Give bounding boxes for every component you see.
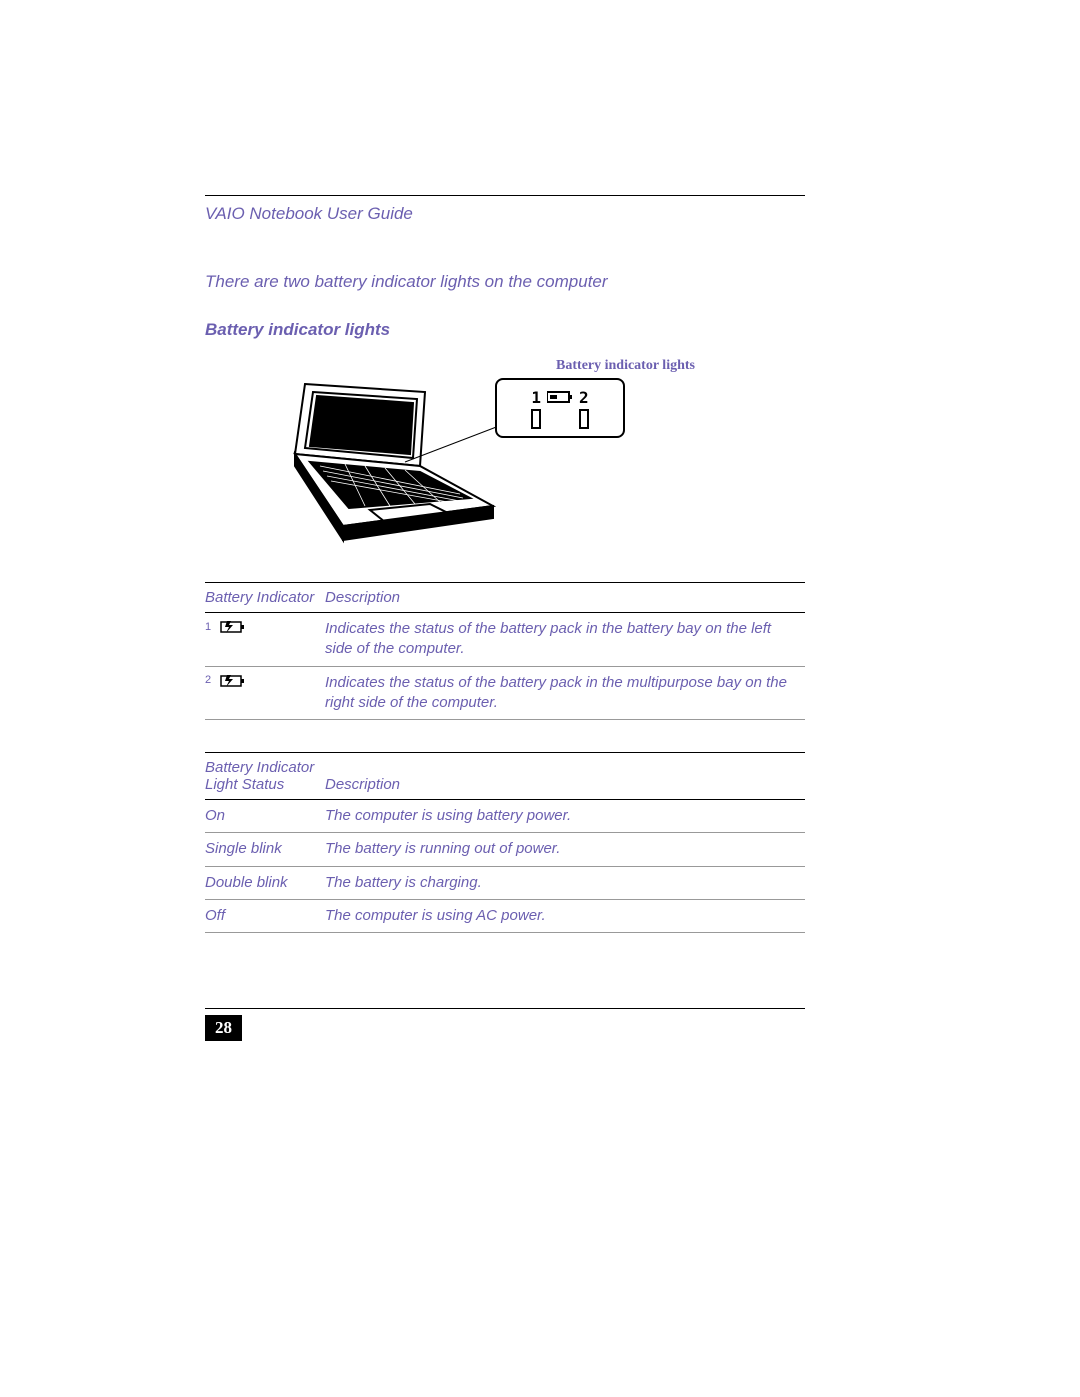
table-row: Off The computer is using AC power. xyxy=(205,899,805,932)
led-indicator-2 xyxy=(579,409,589,429)
page-content: VAIO Notebook User Guide There are two b… xyxy=(205,195,805,965)
indicator-number: 1 xyxy=(205,620,211,635)
table-row: On The computer is using battery power. xyxy=(205,800,805,833)
battery-icon xyxy=(547,390,573,404)
document-title: VAIO Notebook User Guide xyxy=(205,204,805,224)
status-description: The computer is using AC power. xyxy=(325,899,805,932)
laptop-illustration xyxy=(265,376,505,556)
status-cell: Double blink xyxy=(205,866,325,899)
table-row: Single blink The battery is running out … xyxy=(205,833,805,866)
callout-row-leds xyxy=(531,409,589,429)
status-description: The battery is charging. xyxy=(325,866,805,899)
status-cell: On xyxy=(205,800,325,833)
indicator-description: Indicates the status of the battery pack… xyxy=(325,666,805,720)
callout-row-labels: 1 2 xyxy=(531,388,588,407)
section-heading: Battery indicator lights xyxy=(205,320,805,340)
battery-charge-icon xyxy=(217,673,245,689)
table1-header-indicator: Battery Indicator xyxy=(205,583,325,613)
callout-num-1: 1 xyxy=(531,388,541,407)
table-row: Double blink The battery is charging. xyxy=(205,866,805,899)
status-description: The computer is using battery power. xyxy=(325,800,805,833)
callout-label: Battery indicator lights xyxy=(556,358,695,374)
figure: Battery indicator lights xyxy=(205,358,805,558)
indicator-number: 2 xyxy=(205,673,211,688)
callout-box: 1 2 xyxy=(495,378,625,438)
status-description: The battery is running out of power. xyxy=(325,833,805,866)
table2-header-status: Battery Indicator Light Status xyxy=(205,753,325,800)
battery-indicator-table: Battery Indicator Description 1 Indic xyxy=(205,582,805,720)
table1-header-description: Description xyxy=(325,583,805,613)
footer-rule xyxy=(205,1008,805,1009)
table-row: 2 Indicates the status of the battery pa… xyxy=(205,666,805,720)
page-number: 28 xyxy=(205,1015,242,1041)
led-indicator-1 xyxy=(531,409,541,429)
table2-header-description: Description xyxy=(325,753,805,800)
indicator-description: Indicates the status of the battery pack… xyxy=(325,613,805,667)
battery-status-table: Battery Indicator Light Status Descripti… xyxy=(205,752,805,933)
status-cell: Single blink xyxy=(205,833,325,866)
battery-charge-icon xyxy=(217,619,245,635)
intro-text: There are two battery indicator lights o… xyxy=(205,272,805,292)
top-rule xyxy=(205,195,805,196)
status-cell: Off xyxy=(205,899,325,932)
table-row: 1 Indicates the status of the battery pa… xyxy=(205,613,805,667)
callout-num-2: 2 xyxy=(579,388,589,407)
